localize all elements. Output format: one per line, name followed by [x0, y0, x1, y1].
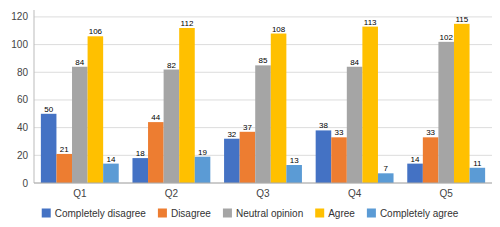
x-tick-label: Q2 [165, 188, 179, 199]
data-label: 13 [290, 156, 299, 165]
bar [240, 132, 256, 183]
grid-line [34, 183, 492, 184]
bar [195, 157, 211, 183]
bar [378, 173, 394, 183]
legend-item: Agree [315, 208, 355, 219]
bar [331, 137, 347, 183]
x-tick-label: Q1 [73, 188, 87, 199]
legend-swatch [315, 209, 324, 218]
data-label: 84 [75, 58, 84, 67]
chart: 0 20 40 60 80 100 120 50 18 32 38 14 21 44 37 33 33 84 82 8… [0, 0, 500, 227]
data-label: 115 [455, 15, 468, 24]
bar [255, 65, 271, 183]
legend-label: Disagree [171, 208, 211, 219]
y-tick-label: 80 [17, 67, 29, 78]
bars [41, 24, 485, 183]
legend-item: Completely agree [367, 208, 459, 219]
x-tick-label: Q5 [440, 188, 454, 199]
legend-swatch [158, 209, 167, 218]
legend-label: Completely disagree [55, 208, 147, 219]
data-label: 44 [151, 113, 160, 122]
legend-swatch [367, 209, 376, 218]
bar [179, 28, 195, 183]
data-label: 14 [106, 155, 115, 164]
data-label: 18 [136, 149, 145, 158]
y-tick-label: 120 [11, 11, 28, 22]
bar [316, 130, 332, 183]
legend-item: Neutral opinion [223, 208, 303, 219]
data-label: 108 [272, 25, 286, 34]
bar [41, 114, 57, 183]
bar [103, 164, 119, 183]
data-label: 14 [411, 155, 420, 164]
data-label: 85 [259, 56, 268, 65]
bar [454, 24, 470, 183]
bar [362, 27, 378, 183]
data-label: 84 [350, 58, 359, 67]
x-tick-label: Q3 [256, 188, 270, 199]
data-label: 50 [44, 105, 53, 114]
data-labels: 50 18 32 38 14 21 44 37 33 33 84 82 85 84 102 106 112 108… [44, 15, 482, 173]
data-label: 19 [198, 148, 207, 157]
data-label: 102 [440, 33, 454, 42]
data-label: 7 [384, 164, 389, 173]
y-tick-label: 40 [17, 122, 29, 133]
x-tick-label: Q4 [348, 188, 362, 199]
legend-item: Disagree [158, 208, 211, 219]
legend: Completely disagree Disagree Neutral opini… [42, 208, 459, 219]
bar [423, 137, 439, 183]
legend-label: Completely agree [380, 208, 459, 219]
bar [148, 122, 164, 183]
legend-swatch [223, 209, 232, 218]
data-label: 32 [227, 130, 236, 139]
bar [286, 165, 302, 183]
bar [271, 34, 287, 183]
data-label: 33 [426, 128, 435, 137]
y-axis-line [34, 10, 35, 183]
data-label: 38 [319, 121, 328, 130]
bar [72, 67, 88, 183]
data-label: 112 [181, 19, 194, 28]
bar [438, 42, 454, 183]
y-tick-label: 20 [17, 150, 29, 161]
data-label: 37 [243, 123, 252, 132]
bar [56, 154, 72, 183]
data-label: 33 [335, 128, 344, 137]
legend-label: Agree [328, 208, 355, 219]
grid-line [34, 16, 492, 17]
y-tick-label: 0 [22, 178, 28, 189]
bar [407, 164, 423, 183]
legend-swatch [42, 209, 51, 218]
data-label: 82 [167, 61, 176, 70]
bar [224, 139, 240, 183]
data-label: 106 [89, 27, 103, 36]
data-label: 113 [364, 18, 377, 27]
data-label: 11 [473, 159, 482, 168]
bar [347, 67, 363, 183]
y-tick-label: 60 [17, 94, 29, 105]
bar [470, 168, 486, 183]
legend-label: Neutral opinion [236, 208, 303, 219]
bar [132, 158, 148, 183]
y-tick-label: 100 [11, 39, 28, 50]
data-label: 21 [60, 145, 69, 154]
x-axis-line [34, 183, 492, 184]
legend-item: Completely disagree [42, 208, 147, 219]
bar [88, 36, 104, 183]
bar [164, 70, 180, 183]
